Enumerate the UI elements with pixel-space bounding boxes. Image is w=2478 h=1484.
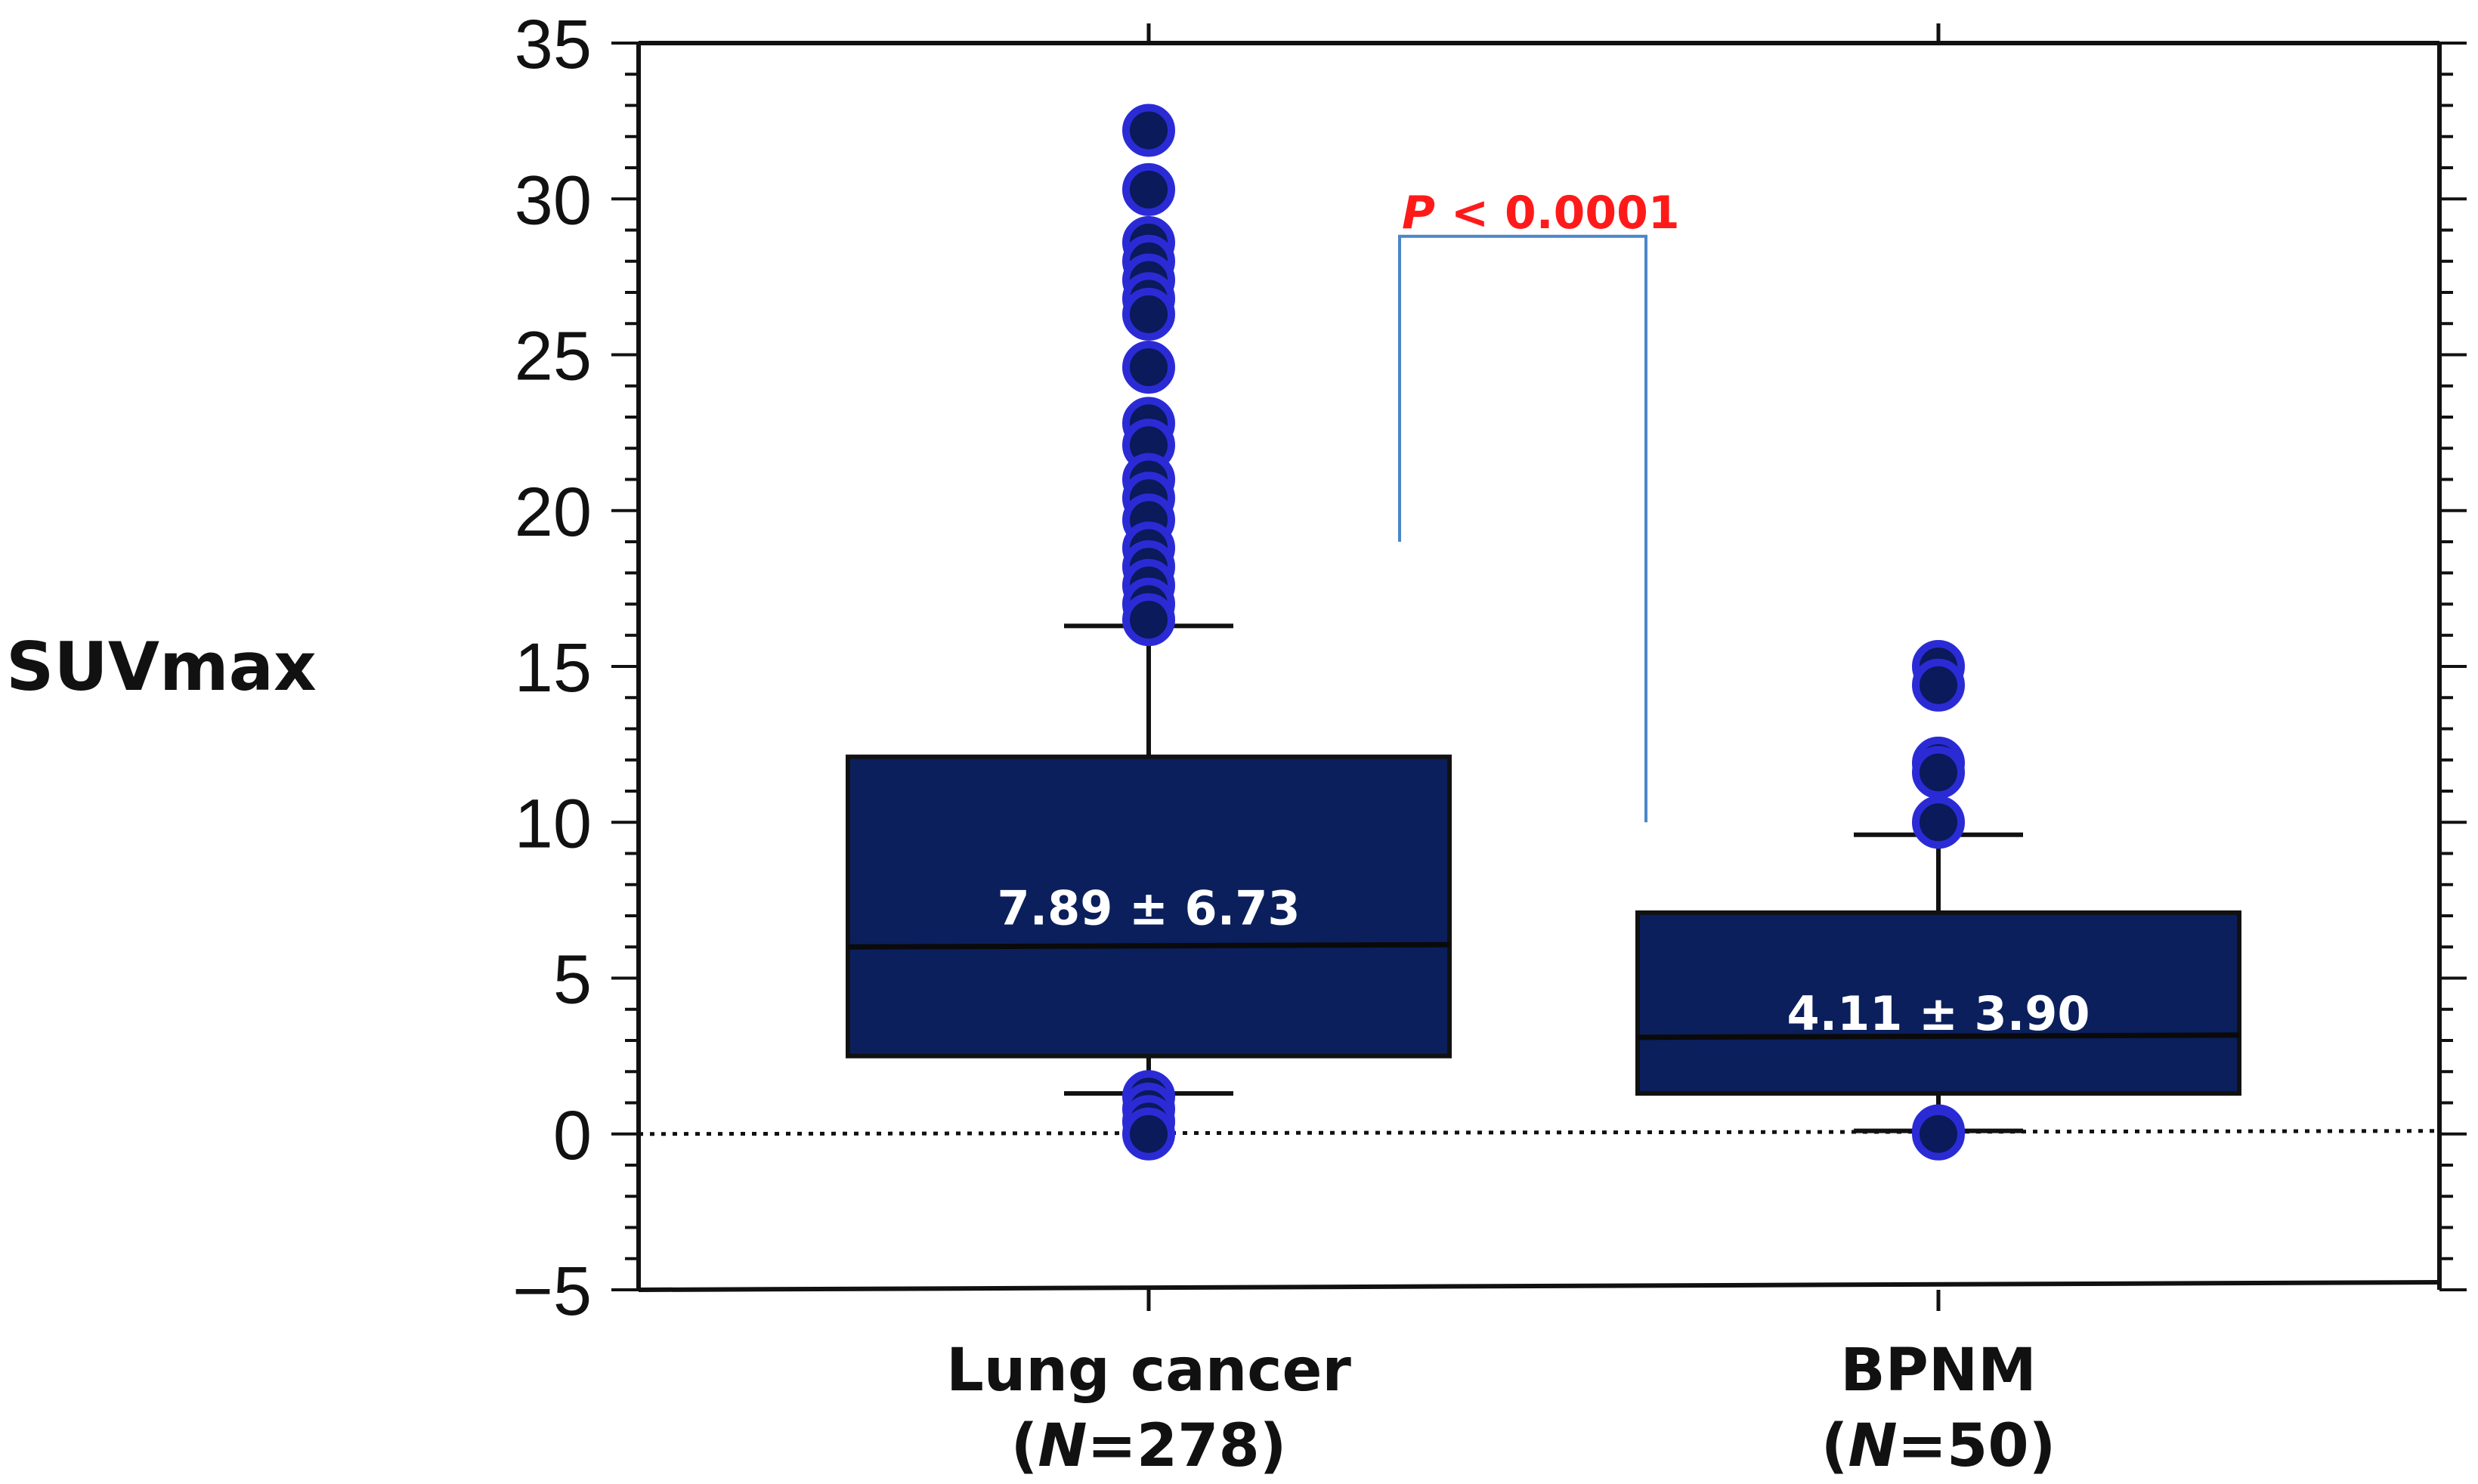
bpnm-outlier-marker bbox=[1912, 796, 1965, 849]
lung-cancer-category-label: Lung cancer bbox=[946, 1337, 1351, 1405]
significance-bracket bbox=[1398, 234, 1647, 823]
bpnm-outlier-marker bbox=[1912, 1107, 1965, 1161]
lung-cancer-n-label: (N=278) bbox=[1011, 1412, 1287, 1480]
bpnm-box bbox=[1635, 910, 2241, 1096]
boxes-layer: 7.89 ± 6.73 4.11 ± 3.90 bbox=[846, 623, 2241, 1133]
outliers-layer bbox=[1122, 104, 1965, 1161]
bpnm-category-label: BPNM bbox=[1840, 1337, 2037, 1405]
lung-cancer-outlier-point bbox=[1122, 341, 1175, 394]
lung-cancer-median-line bbox=[847, 941, 1450, 950]
bpnm-mean-sd-label: 4.11 ± 3.90 bbox=[1787, 986, 2090, 1041]
y-tick-label: 10 bbox=[515, 785, 592, 862]
bpnm-n-label: (N=50) bbox=[1821, 1412, 2056, 1480]
zero-reference-line bbox=[638, 1129, 2440, 1136]
lung-cancer-outlier-point bbox=[1122, 104, 1175, 157]
bpnm-outlier-point bbox=[1912, 1107, 1965, 1161]
x-axis-bottom bbox=[638, 1280, 2440, 1292]
y-tick-label: 5 bbox=[553, 941, 592, 1019]
y-axis-title: SUVmax bbox=[6, 628, 317, 706]
lung-cancer-outlier-point bbox=[1122, 1107, 1175, 1161]
lung-cancer-outlier-point bbox=[1122, 287, 1175, 341]
reference-layer bbox=[638, 1129, 2440, 1136]
lung-cancer-mean-sd-label: 7.89 ± 6.73 bbox=[997, 880, 1300, 935]
bpnm-outlier-point bbox=[1912, 796, 1965, 849]
lung-cancer-outlier-marker bbox=[1122, 162, 1175, 216]
y-tick-label: 0 bbox=[553, 1097, 592, 1174]
lung-cancer-outlier-marker bbox=[1122, 104, 1175, 157]
bpnm-outlier-marker bbox=[1912, 658, 1965, 712]
annotation-layer: P < 0.0001 bbox=[1398, 187, 1680, 823]
bpnm-outlier-marker bbox=[1912, 746, 1965, 799]
lung-cancer-outlier-marker bbox=[1122, 287, 1175, 341]
bpnm-median-line bbox=[1637, 1032, 2240, 1040]
lung-cancer-outlier-point bbox=[1122, 593, 1175, 647]
bpnm-outlier-point bbox=[1912, 658, 1965, 712]
lung-cancer-box bbox=[846, 754, 1452, 1059]
lung-cancer-outlier-marker bbox=[1122, 341, 1175, 394]
bpnm-outlier-point bbox=[1912, 746, 1965, 799]
lung-cancer-outlier-marker bbox=[1122, 1107, 1175, 1161]
p-value-label: P < 0.0001 bbox=[1402, 187, 1680, 240]
y-tick-label: 35 bbox=[515, 6, 592, 83]
y-tick-label: 25 bbox=[515, 318, 592, 395]
y-tick-label: 15 bbox=[515, 629, 592, 706]
y-tick-label: 20 bbox=[515, 474, 592, 551]
y-tick-label: −5 bbox=[512, 1253, 592, 1330]
axes-layer: Lung cancer (N=278) BPNM (N=50) −5 0 5 10 15 20 25… bbox=[6, 6, 2467, 1480]
lung-cancer-outlier-marker bbox=[1122, 593, 1175, 647]
lung-cancer-outlier-point bbox=[1122, 162, 1175, 216]
y-tick-label: 30 bbox=[515, 162, 592, 239]
